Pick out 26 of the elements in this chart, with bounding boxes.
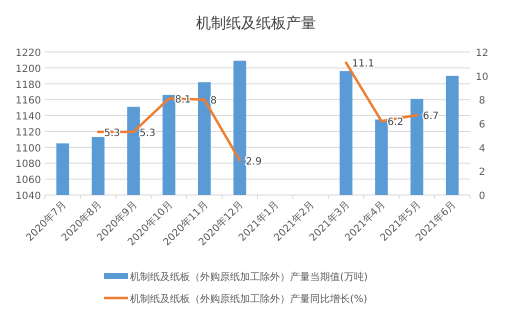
y2-tick-label: 6 [478,120,486,130]
y-tick-label: 1100 [16,143,41,154]
data-label: 5.3 [140,128,156,139]
y-tick-label: 1060 [16,175,41,186]
y-tick-label: 1120 [16,127,41,138]
y2-tick-label: 12 [476,48,488,59]
data-label: 2.9 [246,156,262,168]
y-tick-label: 1180 [16,80,41,91]
y2-tick-label: 4 [478,143,486,154]
data-label: 6.2 [387,117,404,128]
y-tick-label: 1080 [16,159,41,170]
y2-tick-label: 2 [478,167,486,178]
legend-label: 机制纸及纸板（外购原纸加工除外）产量同比增长(%) [130,293,368,305]
y-tick-label: 1220 [16,48,41,59]
legend-label: 机制纸及纸板（外购原纸加工除外）产量当期值(万吨) [130,271,368,283]
y-tick-label: 1040 [16,191,41,202]
y-tick-label: 1160 [16,96,41,107]
y2-tick-label: 0 [478,191,486,202]
y2-tick-label: 10 [476,72,488,83]
data-label: 8 [210,96,217,107]
y2-tick-label: 8 [478,96,486,107]
chart-title: 机制纸及纸板产量 [196,14,316,32]
y-tick-label: 1140 [16,112,41,123]
data-label: 6.7 [422,111,439,122]
y-tick-label: 1200 [16,64,41,75]
data-label: 11.1 [352,58,374,70]
